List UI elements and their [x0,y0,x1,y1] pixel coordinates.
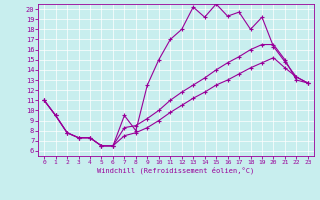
X-axis label: Windchill (Refroidissement éolien,°C): Windchill (Refroidissement éolien,°C) [97,167,255,174]
